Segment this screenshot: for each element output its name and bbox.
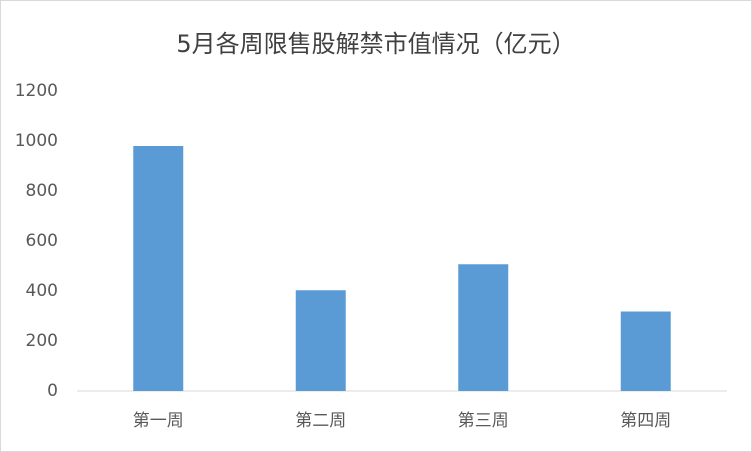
bar (133, 146, 184, 391)
bar (620, 311, 671, 391)
x-tick-label: 第一周 (133, 411, 184, 431)
x-tick-label: 第四周 (620, 411, 671, 431)
x-tick-label: 第三周 (458, 411, 509, 431)
y-tick-label: 1200 (15, 81, 58, 101)
y-tick-label: 600 (26, 231, 58, 251)
y-tick-label: 1000 (15, 131, 58, 151)
chart-title: 5月各周限售股解禁市值情况（亿元） (176, 30, 575, 58)
x-tick-label: 第二周 (295, 411, 346, 431)
bar (458, 264, 509, 391)
y-tick-label: 0 (47, 381, 58, 401)
y-tick-label: 200 (26, 331, 58, 351)
y-tick-label: 400 (26, 281, 58, 301)
bar (295, 290, 346, 391)
y-tick-label: 800 (26, 181, 58, 201)
